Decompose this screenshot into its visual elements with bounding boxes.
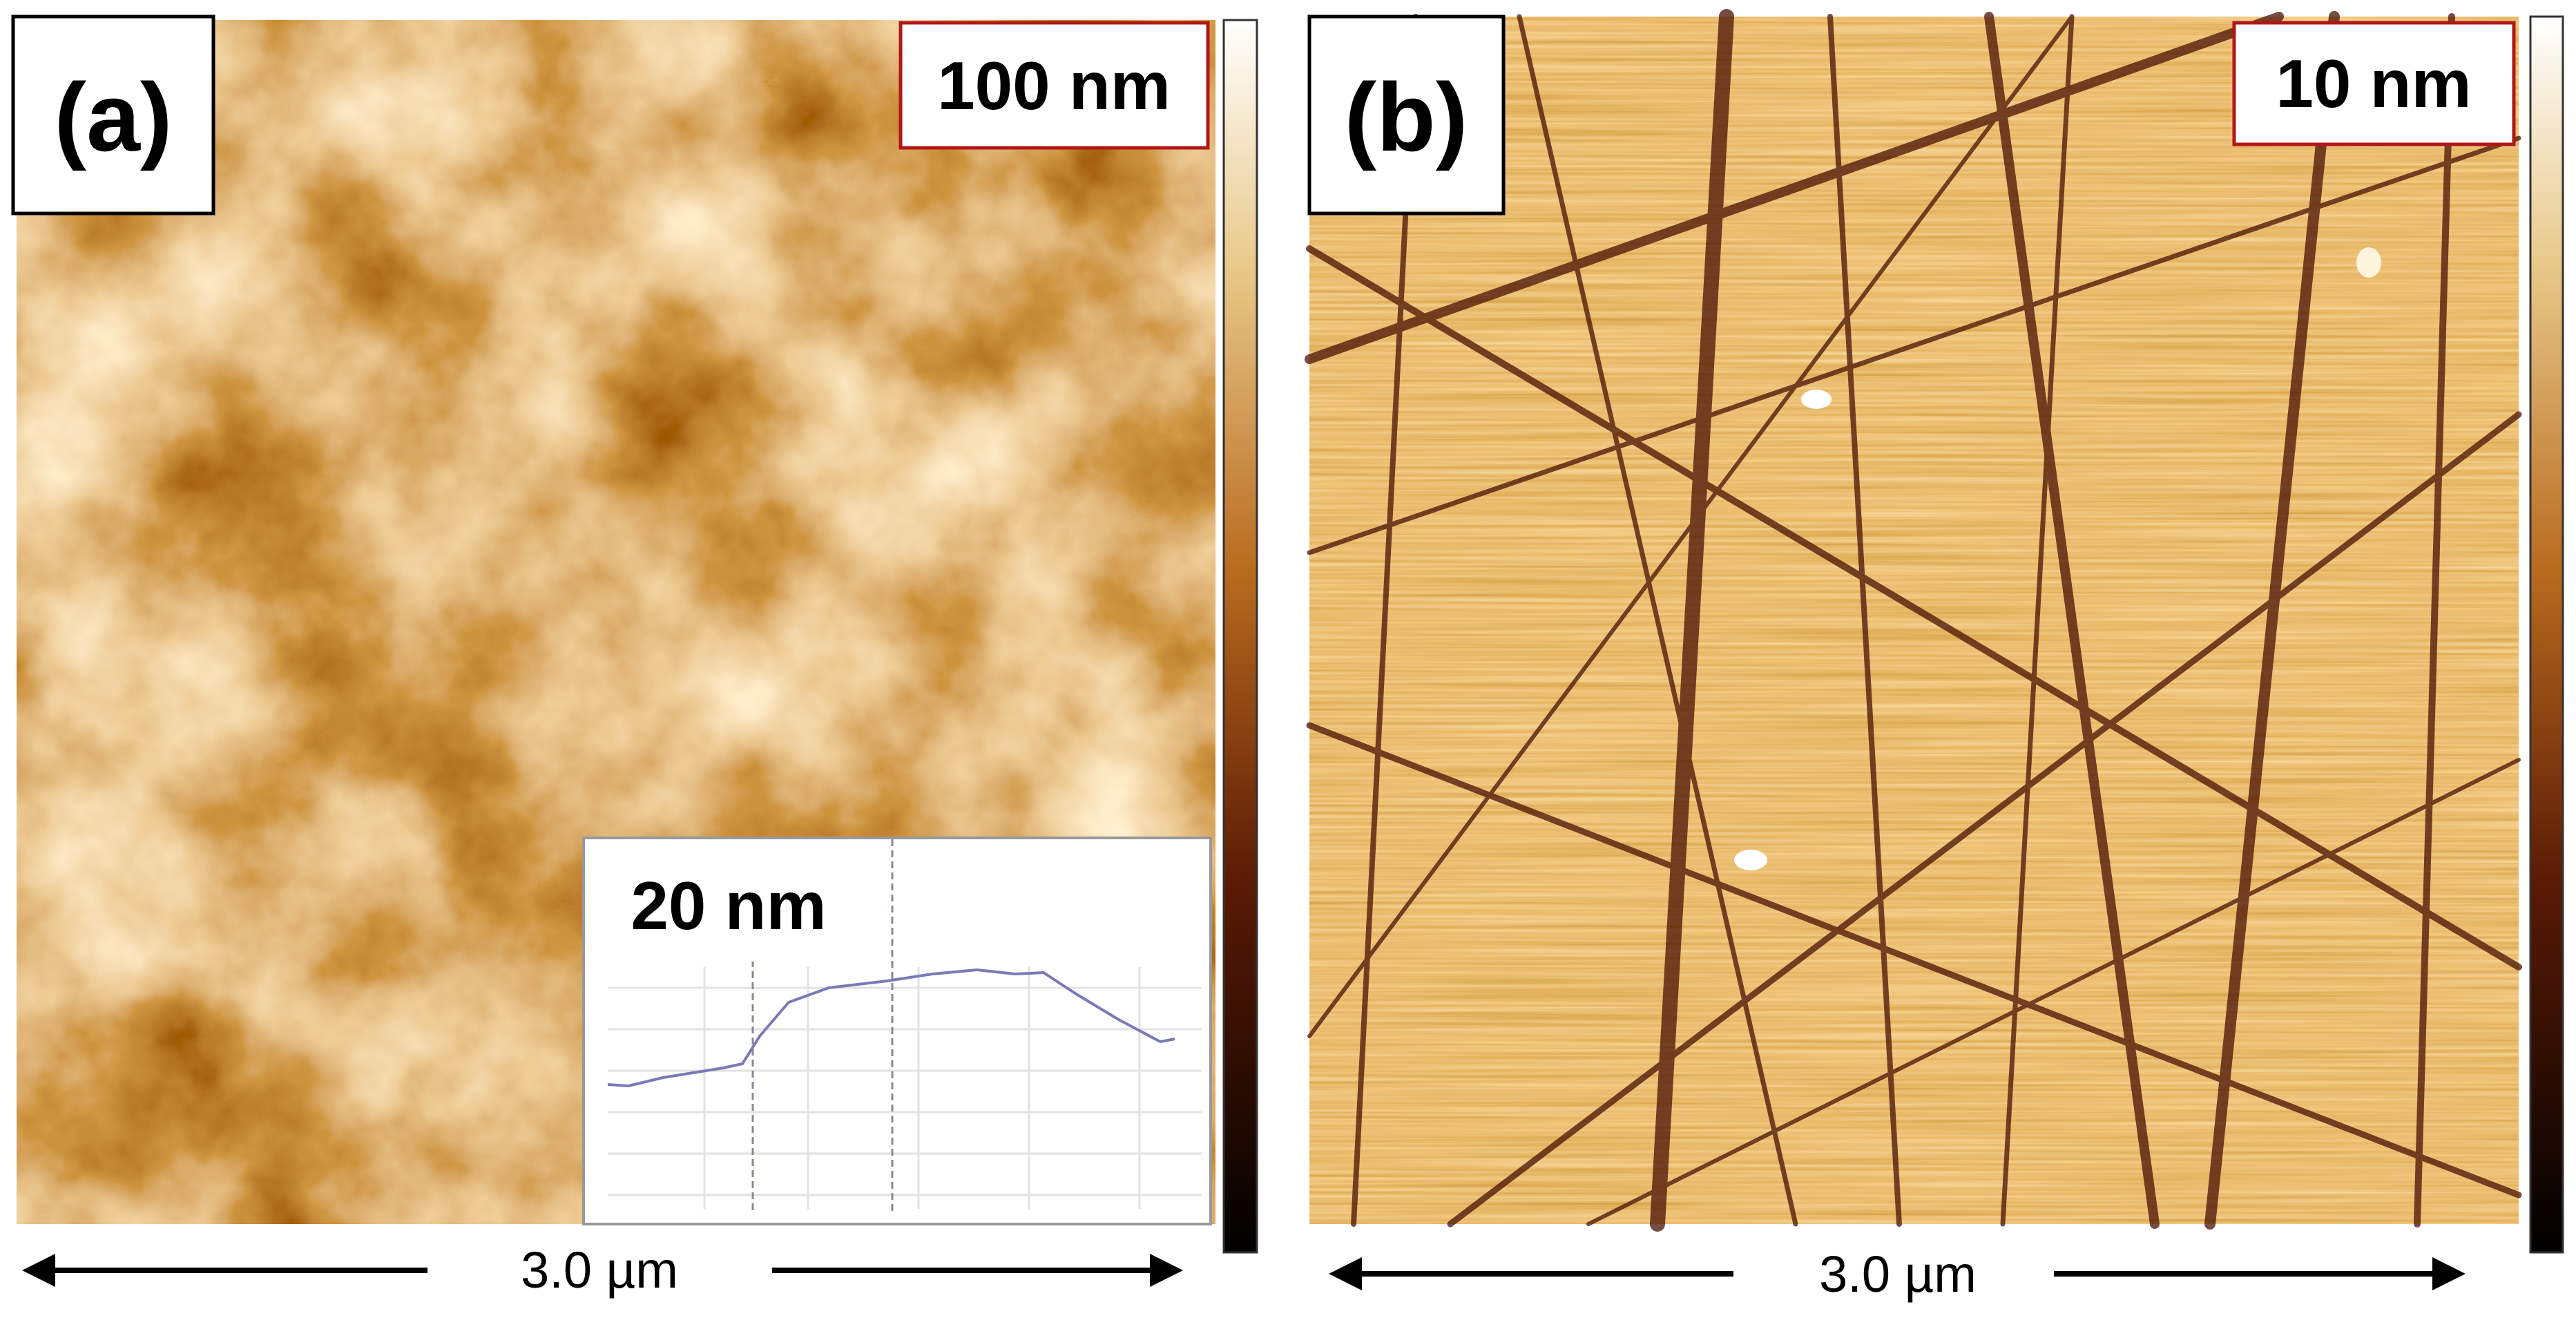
particle xyxy=(2356,247,2381,278)
range-box xyxy=(898,21,1210,150)
panel-label: (a) xyxy=(54,63,172,171)
label-box xyxy=(11,15,215,216)
height-range: 100 nm xyxy=(937,48,1171,124)
scratches xyxy=(1305,9,2522,1232)
particle xyxy=(1801,390,1832,409)
label-box xyxy=(1307,15,1506,216)
inset-label-box xyxy=(595,846,863,962)
range-box xyxy=(2232,21,2516,146)
particle xyxy=(1734,850,1767,870)
colorbar-a xyxy=(1222,19,1258,1254)
scale-bar-label: 3.0 µm xyxy=(1819,1245,1977,1303)
panel-label: (b) xyxy=(1345,63,1468,171)
scale-bar-label: 3.0 µm xyxy=(521,1241,678,1299)
inset-label: 20 nm xyxy=(631,868,826,944)
colorbar-b xyxy=(2529,15,2564,1254)
height-range: 10 nm xyxy=(2276,46,2471,122)
